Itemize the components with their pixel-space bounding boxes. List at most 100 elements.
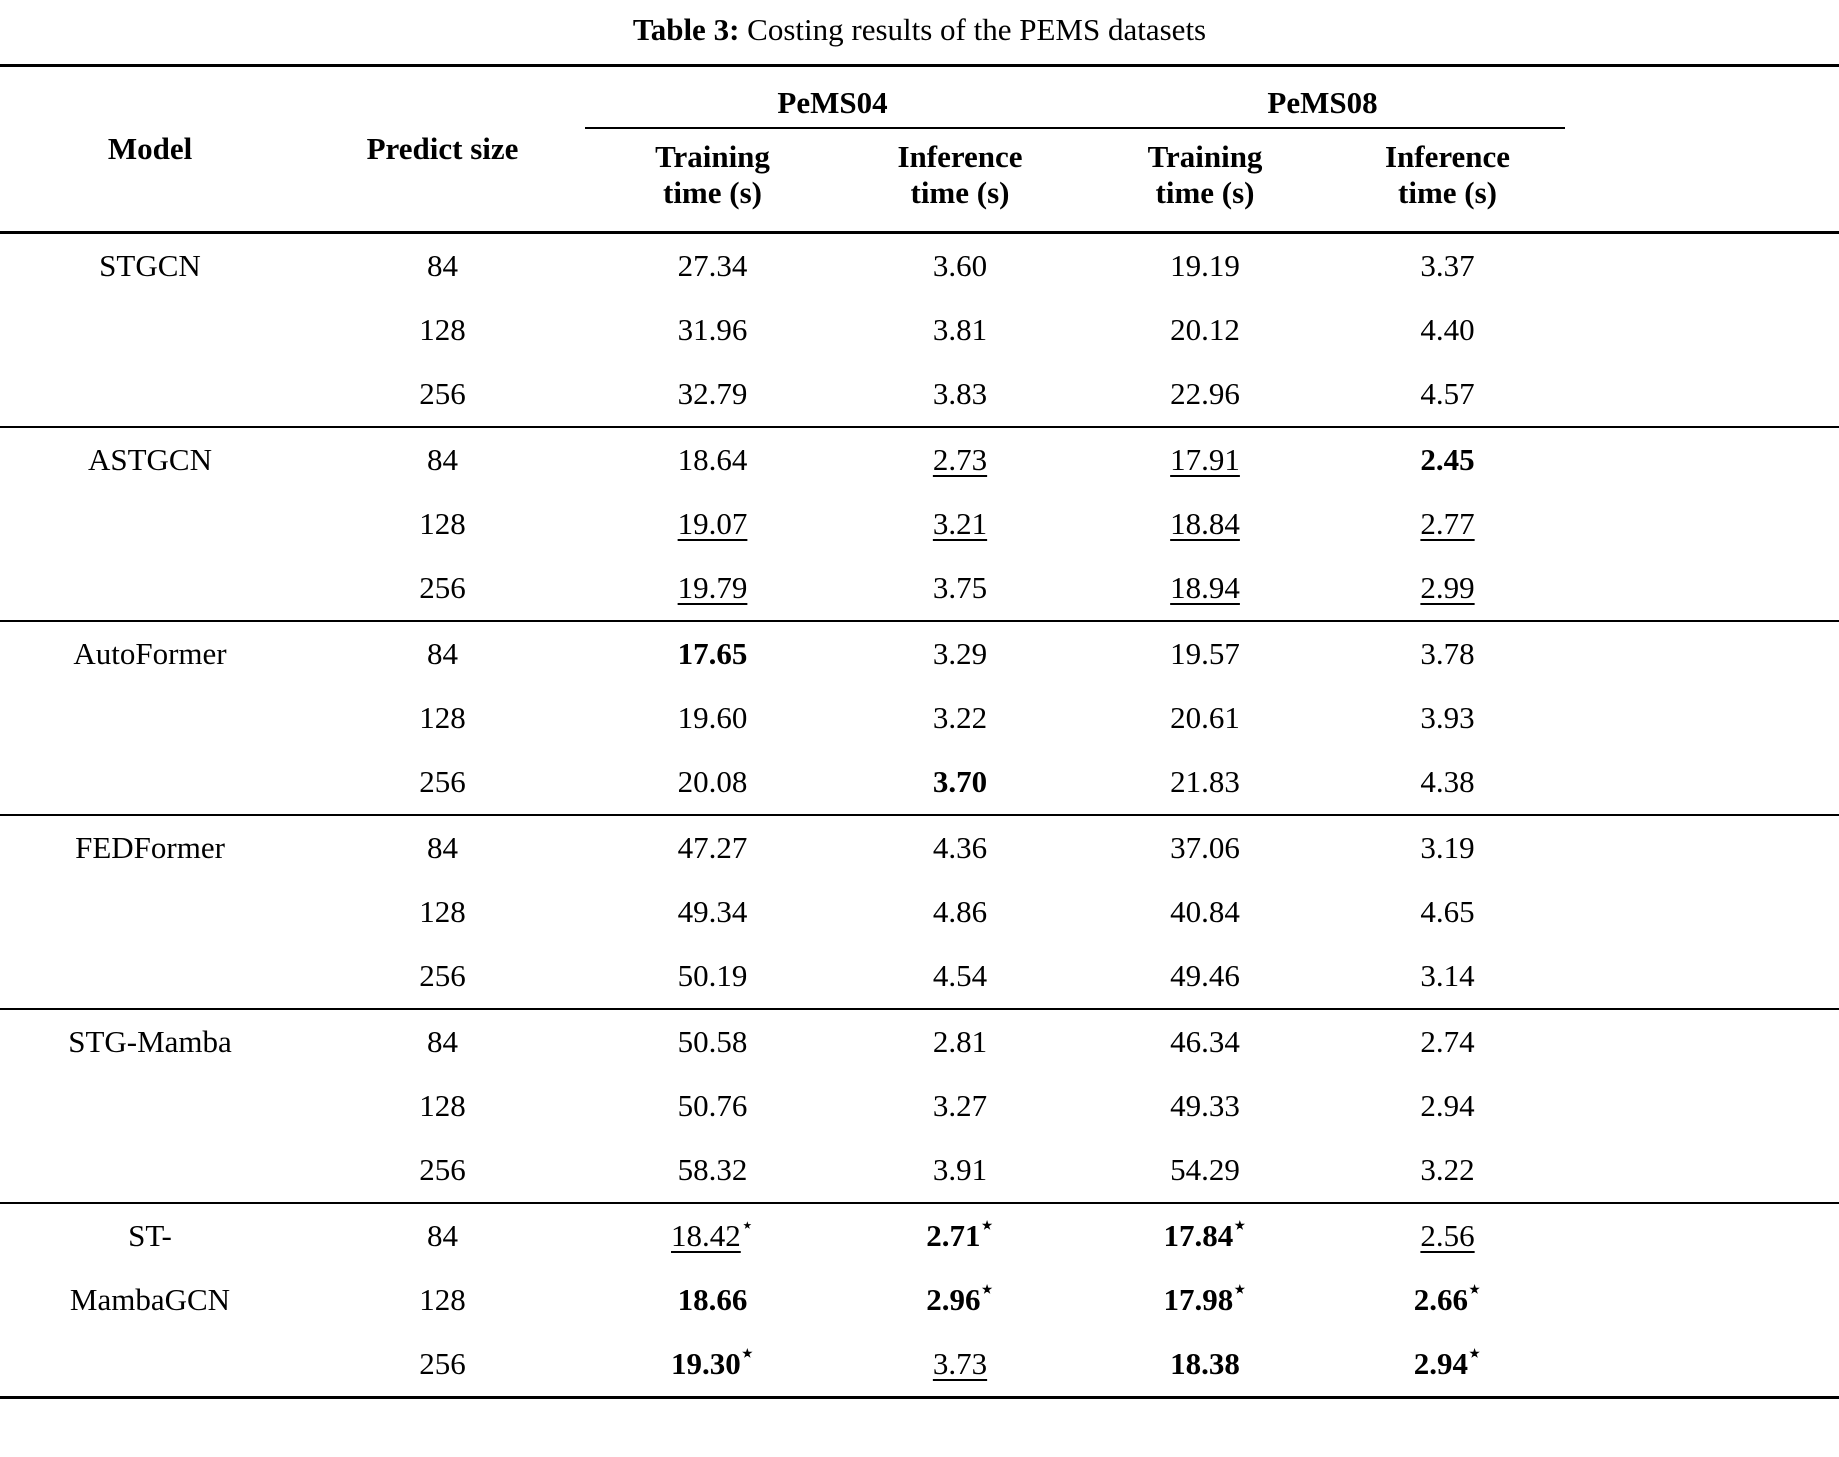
predict-size-value: 84 (427, 1024, 458, 1059)
time-value-cell: 18.38 (1080, 1332, 1330, 1398)
best-result-star-marker: ⋆ (740, 1340, 754, 1365)
column-header-training-time-pems08: Training time (s) (1147, 139, 1263, 210)
time-value: 3.75 (932, 570, 988, 605)
time-value: 2.94 (1413, 1346, 1469, 1381)
best-result-star-marker: ⋆ (980, 1276, 994, 1301)
time-value-cell: 19.57 (1080, 621, 1330, 686)
time-value: 3.22 (932, 700, 988, 735)
time-value-cell: 18.94 (1080, 556, 1330, 621)
time-value-cell: 19.07 (585, 492, 840, 556)
row-filler (1565, 298, 1839, 362)
predict-size-value: 84 (427, 1218, 458, 1253)
best-result-star-marker: ⋆ (1233, 1212, 1247, 1237)
predict-size-value: 84 (427, 830, 458, 865)
time-value-cell: 37.06 (1080, 815, 1330, 880)
time-value-cell: 32.79 (585, 362, 840, 427)
time-value: 2.71 (926, 1218, 981, 1253)
best-result-star-marker: ⋆ (1233, 1276, 1247, 1301)
row-filler (1565, 621, 1839, 686)
time-value: 3.73 (932, 1346, 988, 1381)
time-value-cell: 4.36 (840, 815, 1080, 880)
time-value-cell: 31.96 (585, 298, 840, 362)
row-filler (1565, 362, 1839, 427)
table-row: 128 50.76 3.27 49.33 2.94 (0, 1074, 1839, 1138)
time-value: 3.14 (1420, 958, 1475, 993)
time-value: 4.57 (1420, 376, 1475, 411)
time-value: 19.57 (1170, 636, 1240, 671)
time-value: 50.76 (677, 1088, 748, 1123)
time-value: 3.22 (1420, 1152, 1475, 1187)
row-filler (1565, 880, 1839, 944)
time-value: 49.33 (1170, 1088, 1240, 1123)
model-name-line: ASTGCN (87, 442, 212, 477)
model-name: AutoFormer (0, 621, 300, 815)
time-value-cell: 4.38 (1330, 750, 1565, 815)
time-value: 18.66 (677, 1282, 748, 1317)
time-value-cell: 3.91 (840, 1138, 1080, 1203)
predict-size-value: 84 (427, 248, 458, 283)
row-filler (1565, 1268, 1839, 1332)
table-row: ST- MambaGCN 84 18.42⋆ 2.71⋆ 17.84⋆ 2.56 (0, 1203, 1839, 1317)
time-value-cell: 20.61 (1080, 686, 1330, 750)
row-filler (1565, 233, 1839, 299)
time-value-cell: 2.99 (1330, 556, 1565, 621)
table-row: AutoFormer 84 17.65 3.29 19.57 3.78 (0, 621, 1839, 686)
time-value: 3.81 (932, 312, 988, 347)
best-result-star-marker: ⋆ (740, 1212, 754, 1237)
predict-size-value: 256 (419, 764, 466, 799)
best-result-star-marker: ⋆ (1468, 1340, 1482, 1365)
time-value: 4.65 (1420, 894, 1475, 929)
model-group-st-mambagcn: ST- MambaGCN 84 18.42⋆ 2.71⋆ 17.84⋆ 2.56 128 18.… (0, 1203, 1839, 1398)
model-name-line: STG-Mamba (68, 1024, 232, 1059)
time-value-cell: 49.34 (585, 880, 840, 944)
time-value: 2.73 (932, 442, 988, 477)
group-header-pems04: PeMS04 (585, 65, 1081, 129)
time-value: 2.56 (1420, 1218, 1475, 1253)
time-value: 19.19 (1170, 248, 1240, 283)
predict-size-value: 256 (419, 376, 466, 411)
time-value-cell: 18.64 (585, 427, 840, 492)
time-value-cell: 21.83 (1080, 750, 1330, 815)
row-filler (1565, 1203, 1839, 1268)
time-value-cell: 4.54 (840, 944, 1080, 1009)
time-value-cell: 2.74 (1330, 1009, 1565, 1074)
time-value-cell: 3.83 (840, 362, 1080, 427)
time-value-cell: 19.79 (585, 556, 840, 621)
column-header-inference-time-pems04: Inference time (s) (897, 139, 1023, 210)
time-value: 49.46 (1170, 958, 1240, 993)
time-value: 49.34 (677, 894, 748, 929)
time-value-cell: 2.66⋆ (1330, 1268, 1565, 1332)
sub-header-row: Training time (s) Inference time (s) Tra… (0, 128, 1839, 233)
time-value: 20.12 (1170, 312, 1240, 347)
time-value: 19.79 (677, 570, 748, 605)
model-name: ASTGCN (0, 427, 300, 621)
table-row: 256 20.08 3.70 21.83 4.38 (0, 750, 1839, 815)
table-row: STGCN 84 27.34 3.60 19.19 3.37 (0, 233, 1839, 299)
table-row: 128 31.96 3.81 20.12 4.40 (0, 298, 1839, 362)
row-filler (1565, 556, 1839, 621)
time-value-cell: 27.34 (585, 233, 840, 299)
time-value-cell: 20.08 (585, 750, 840, 815)
time-value-cell: 17.91 (1080, 427, 1330, 492)
model-name-line: MambaGCN (69, 1282, 231, 1317)
time-value: 17.91 (1170, 442, 1240, 477)
time-value: 3.91 (932, 1152, 988, 1187)
time-value-cell: 2.81 (840, 1009, 1080, 1074)
time-value-cell: 3.22 (1330, 1138, 1565, 1203)
time-value-cell: 46.34 (1080, 1009, 1330, 1074)
model-name-line: ST- (128, 1218, 172, 1253)
time-value-cell: 2.96⋆ (840, 1268, 1080, 1332)
time-value-cell: 2.77 (1330, 492, 1565, 556)
time-value: 4.40 (1420, 312, 1475, 347)
time-value-cell: 17.98⋆ (1080, 1268, 1330, 1332)
time-value: 3.37 (1420, 248, 1475, 283)
time-value: 2.66 (1413, 1282, 1469, 1317)
predict-size-value: 256 (419, 1152, 466, 1187)
time-value: 3.78 (1420, 636, 1475, 671)
results-table: Model Predict size PeMS04 PeMS08 Trainin… (0, 64, 1839, 1399)
time-value-cell: 4.65 (1330, 880, 1565, 944)
time-value: 2.45 (1420, 442, 1475, 477)
column-header-training-time-pems04: Training time (s) (655, 139, 770, 210)
time-value: 18.38 (1170, 1346, 1240, 1381)
column-header-model: Model (107, 131, 193, 166)
